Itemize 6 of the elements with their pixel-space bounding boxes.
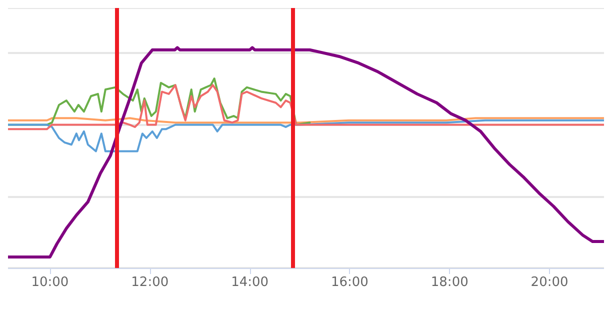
x-tick-label: 10:00 <box>31 275 69 290</box>
x-tick-label: 20:00 <box>530 275 568 290</box>
x-tick-label: 12:00 <box>131 275 169 290</box>
x-tick-label: 18:00 <box>430 275 468 290</box>
x-tick-label: 14:00 <box>231 275 269 290</box>
x-tick-label: 16:00 <box>330 275 368 290</box>
